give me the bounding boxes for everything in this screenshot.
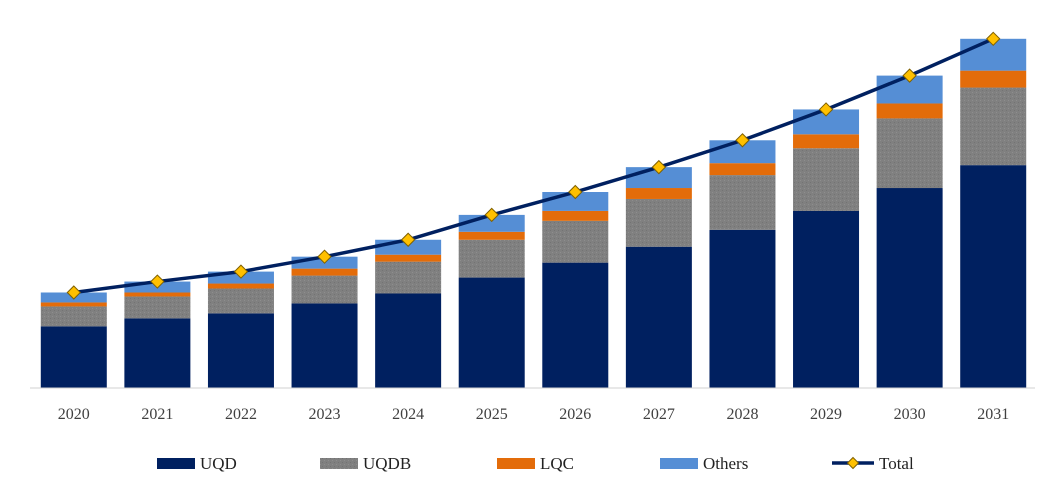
bar-lqc-2031: [960, 70, 1027, 88]
total-marker-2025: [484, 207, 499, 223]
x-tick-label: 2022: [225, 406, 257, 423]
legend-label: LQC: [540, 454, 574, 473]
x-tick-label: 2023: [309, 406, 341, 423]
legend-swatch: [497, 458, 535, 469]
legend-swatch: [660, 458, 698, 469]
bar-uqd-2029: [793, 210, 860, 388]
x-tick-label: 2020: [58, 406, 90, 423]
bar-lqc-2026: [542, 210, 609, 221]
total-marker-2031: [986, 31, 1001, 47]
total-marker-2026: [568, 184, 583, 200]
x-tick-label: 2031: [977, 406, 1009, 423]
bar-uqd-2023: [291, 303, 358, 388]
total-line-group: [66, 31, 1001, 300]
bar-lqc-2024: [375, 254, 442, 262]
legend-item-uqdb: UQDB: [320, 454, 411, 473]
bar-uqd-2020: [40, 326, 107, 388]
bar-lqc-2022: [207, 283, 274, 289]
legend-item-uqd: UQD: [157, 454, 237, 473]
x-tick-label: 2027: [643, 406, 675, 423]
x-tick-label: 2025: [476, 406, 508, 423]
legend-item-lqc: LQC: [497, 454, 574, 473]
x-tick-labels: 2020 2021 2022 2023 2024 2025 2026 2027 2028 2029…: [58, 406, 1009, 423]
x-tick-label: 2026: [559, 406, 591, 423]
total-marker-2022: [233, 264, 249, 279]
legend-label: UQD: [200, 454, 237, 473]
bar-uqd-2022: [207, 313, 274, 388]
bar-uqdb-2022: [207, 288, 274, 314]
legend-swatch: [320, 458, 358, 469]
bar-lqc-2027: [625, 188, 692, 199]
legend-label: UQDB: [363, 454, 411, 473]
bar-uqdb-2023: [291, 275, 358, 304]
bars-group: [40, 38, 1027, 388]
bar-uqdb-2026: [542, 220, 609, 263]
bar-uqd-2026: [542, 262, 609, 388]
total-marker-2029: [818, 102, 834, 117]
bar-uqdb-2021: [124, 296, 191, 319]
legend-item-others: Others: [660, 454, 748, 473]
total-line: [73, 37, 994, 295]
x-tick-label: 2024: [392, 406, 424, 423]
total-marker-2027: [651, 159, 667, 175]
bar-lqc-2030: [876, 103, 943, 119]
bar-uqdb-2028: [709, 175, 776, 230]
legend-label: Total: [879, 454, 914, 473]
total-marker-2020: [66, 285, 81, 300]
bar-lqc-2029: [793, 134, 860, 149]
total-marker-2030: [902, 68, 917, 83]
bar-uqd-2030: [876, 188, 943, 388]
x-tick-label: 2029: [810, 406, 842, 423]
legend-marker: [846, 456, 860, 470]
x-tick-label: 2021: [141, 406, 173, 423]
total-marker-2023: [317, 249, 332, 264]
total-marker-2024: [400, 232, 416, 247]
bar-uqd-2021: [124, 318, 191, 388]
bar-lqc-2021: [124, 292, 191, 297]
legend-swatch: [157, 458, 195, 469]
bar-uqdb-2020: [40, 306, 107, 327]
legend-item-total: Total: [832, 454, 914, 473]
legend-label: Others: [703, 454, 748, 473]
total-marker-2028: [735, 133, 750, 148]
bar-uqdb-2029: [793, 148, 860, 211]
bar-uqd-2027: [625, 246, 692, 388]
bar-uqd-2024: [375, 293, 442, 388]
bar-uqd-2028: [709, 229, 776, 388]
bar-lqc-2020: [40, 302, 107, 307]
bar-uqdb-2031: [960, 87, 1027, 166]
bar-uqdb-2027: [625, 198, 692, 247]
bar-lqc-2023: [291, 268, 358, 276]
bar-uqdb-2024: [375, 261, 442, 294]
bar-lqc-2025: [458, 231, 525, 240]
bar-lqc-2028: [709, 163, 776, 176]
x-tick-label: 2030: [894, 406, 926, 423]
legend: UQD UQDB LQC Others Total: [157, 454, 914, 473]
total-marker-2021: [150, 274, 165, 289]
bar-uqd-2031: [960, 165, 1027, 388]
bar-uqd-2025: [458, 277, 525, 388]
x-tick-label: 2028: [726, 406, 758, 423]
bar-uqdb-2030: [876, 118, 943, 189]
bar-uqdb-2025: [458, 239, 525, 278]
